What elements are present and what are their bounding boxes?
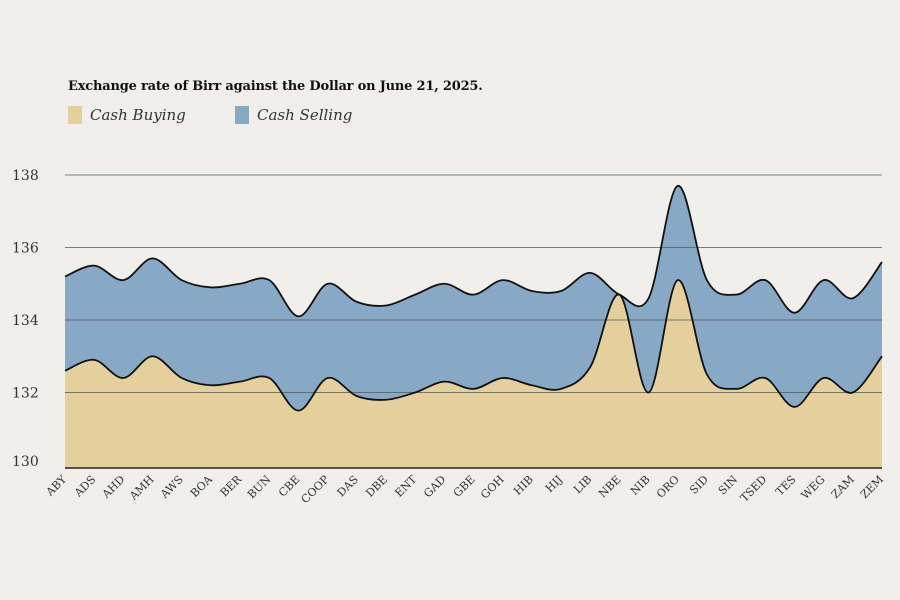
- x-tick-label-ent: ENT: [392, 472, 419, 499]
- x-tick-label-sid: SID: [687, 473, 711, 497]
- x-tick-label-hij: HIJ: [543, 473, 565, 495]
- y-tick-label-134: 134: [12, 313, 39, 329]
- x-tick-label-gad: GAD: [421, 473, 448, 500]
- x-tick-label-boa: BOA: [188, 472, 216, 500]
- x-tick-label-gbe: GBE: [451, 473, 478, 500]
- x-tick-label-aws: AWS: [157, 473, 186, 502]
- x-tick-label-goh: GOH: [478, 473, 507, 502]
- legend-label-cash-buying: Cash Buying: [90, 106, 186, 124]
- x-tick-label-das: DAS: [335, 473, 361, 499]
- x-tick-label-tsed: TSED: [738, 473, 770, 505]
- x-tick-label-ads: ADS: [71, 473, 98, 500]
- chart-title: Exchange rate of Birr against the Dollar…: [68, 79, 483, 94]
- x-tick-label-bun: BUN: [245, 473, 274, 502]
- y-tick-label-136: 136: [12, 241, 39, 257]
- x-tick-label-weg: WEG: [799, 473, 828, 502]
- x-tick-label-tes: TES: [773, 473, 798, 498]
- line-cash-buying: [64, 279, 883, 412]
- y-tick-label-138: 138: [12, 168, 39, 184]
- x-tick-label-lib: LIB: [571, 473, 594, 496]
- x-tick-label-amh: AMH: [126, 473, 156, 503]
- x-tick-label-cbe: CBE: [276, 473, 303, 500]
- x-tick-label-hib: HIB: [511, 473, 536, 498]
- legend-swatch-cash-selling: [235, 106, 249, 124]
- x-tick-label-oro: ORO: [654, 473, 682, 501]
- legend-label-cash-selling: Cash Selling: [257, 106, 353, 124]
- x-tick-label-ahd: AHD: [99, 473, 128, 502]
- legend-swatch-cash-buying: [68, 106, 82, 124]
- y-tick-label-130: 130: [12, 454, 39, 470]
- x-tick-label-sin: SIN: [716, 473, 741, 498]
- area-cash-buying: [65, 280, 882, 468]
- x-tick-label-ber: BER: [218, 472, 245, 499]
- x-tick-label-zem: ZEM: [858, 473, 886, 501]
- x-tick-label-dbe: DBE: [363, 473, 390, 500]
- line-cash-selling: [64, 184, 883, 318]
- y-tick-label-132: 132: [12, 386, 39, 402]
- legend-item-cash-buying: Cash Buying: [68, 106, 186, 124]
- x-tick-label-nib: NIB: [628, 473, 653, 498]
- x-tick-label-nbe: NBE: [596, 473, 623, 500]
- x-tick-label-aby: ABY: [43, 472, 70, 499]
- legend-item-cash-selling: Cash Selling: [235, 106, 352, 124]
- x-tick-label-zam: ZAM: [829, 473, 857, 501]
- x-tick-label-coop: COOP: [299, 473, 333, 507]
